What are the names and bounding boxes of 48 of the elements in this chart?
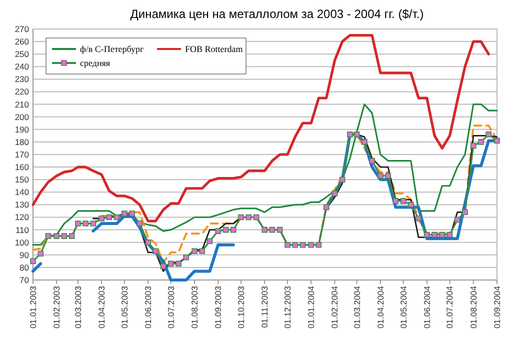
- y-tick-label: 80: [20, 262, 30, 272]
- x-tick-label: 01.03.2004: [352, 286, 362, 329]
- x-tick-label: 01.02.2003: [52, 286, 62, 329]
- x-tick-label: 01.04.2003: [96, 286, 107, 329]
- y-tick-label: 240: [14, 62, 30, 72]
- y-tick-label: 200: [14, 112, 30, 122]
- x-tick-label: 01.06.2003: [143, 286, 154, 329]
- y-tick-label: 180: [14, 136, 30, 147]
- x-tick-label: 01.02.2004: [330, 286, 340, 329]
- y-tick-label: 100: [14, 237, 30, 248]
- legend-label: ф/в С-Петербург: [80, 44, 144, 54]
- x-tick-label: 01.07.2004: [444, 286, 455, 329]
- y-tick-label: 70: [20, 274, 30, 285]
- y-tick-label: 140: [14, 187, 30, 198]
- x-tick-label: 01.06.2004: [422, 286, 432, 329]
- y-tick-label: 130: [14, 200, 30, 210]
- legend-label: FOB Rotterdam: [185, 44, 243, 54]
- x-tick-label: 01.08.2004: [468, 286, 478, 329]
- y-tick-label: 170: [14, 149, 30, 160]
- line-series: [32, 34, 490, 222]
- x-tick-label: 01.09.2003: [213, 286, 224, 329]
- x-tick-label: 01.10.2003: [236, 286, 246, 329]
- x-tick-label: 01.05.2004: [398, 286, 408, 329]
- x-tick-label: 01.11.2003: [260, 286, 270, 328]
- y-tick-label: 190: [14, 124, 30, 134]
- y-tick-label: 220: [14, 86, 30, 97]
- y-tick-label: 160: [14, 162, 30, 172]
- y-tick-label: 150: [14, 174, 30, 185]
- x-tick-label: 01.08.2003: [190, 286, 200, 329]
- y-tick-label: 210: [14, 99, 30, 110]
- y-tick-label: 120: [14, 212, 30, 222]
- y-tick-label: 250: [14, 49, 30, 60]
- y-tick-label: 230: [14, 74, 30, 84]
- x-tick-label: 01.12.2003: [282, 286, 292, 329]
- y-tick-label: 90: [20, 250, 30, 260]
- y-tick-label: 260: [14, 36, 30, 47]
- line-series: [32, 104, 498, 246]
- x-tick-label: 01.07.2003: [166, 286, 176, 329]
- x-tick-label: 01.03.2003: [72, 286, 83, 329]
- legend-label: средняя: [80, 58, 110, 68]
- x-tick-label: 01.09.2004: [492, 286, 502, 329]
- chart-title: Динамика цен на металлолом за 2003 - 2004 гг. ($/т.): [130, 7, 424, 21]
- x-tick-label: 01.04.2004: [375, 286, 386, 329]
- x-tick-label: 01.05.2003: [119, 286, 130, 329]
- x-tick-label: 01.01.2003: [28, 286, 38, 329]
- y-tick-label: 270: [14, 24, 30, 34]
- x-tick-label: 01.01.2004: [306, 286, 316, 329]
- y-tick-label: 110: [15, 224, 30, 235]
